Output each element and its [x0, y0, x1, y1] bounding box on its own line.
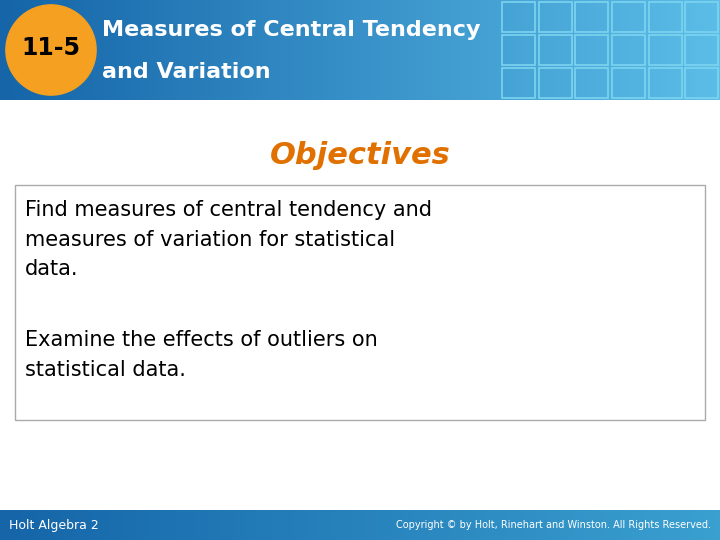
- Text: Find measures of central tendency and
measures of variation for statistical
data: Find measures of central tendency and me…: [25, 200, 432, 279]
- Text: Objectives: Objectives: [269, 140, 451, 170]
- Text: Measures of Central Tendency: Measures of Central Tendency: [102, 20, 480, 40]
- Text: and Variation: and Variation: [102, 62, 271, 82]
- Circle shape: [6, 5, 96, 95]
- Text: Examine the effects of outliers on
statistical data.: Examine the effects of outliers on stati…: [25, 330, 378, 380]
- Text: 11-5: 11-5: [22, 36, 81, 60]
- Text: Copyright © by Holt, Rinehart and Winston. All Rights Reserved.: Copyright © by Holt, Rinehart and Winsto…: [396, 520, 711, 530]
- FancyBboxPatch shape: [15, 185, 705, 420]
- Text: Holt Algebra 2: Holt Algebra 2: [9, 518, 99, 531]
